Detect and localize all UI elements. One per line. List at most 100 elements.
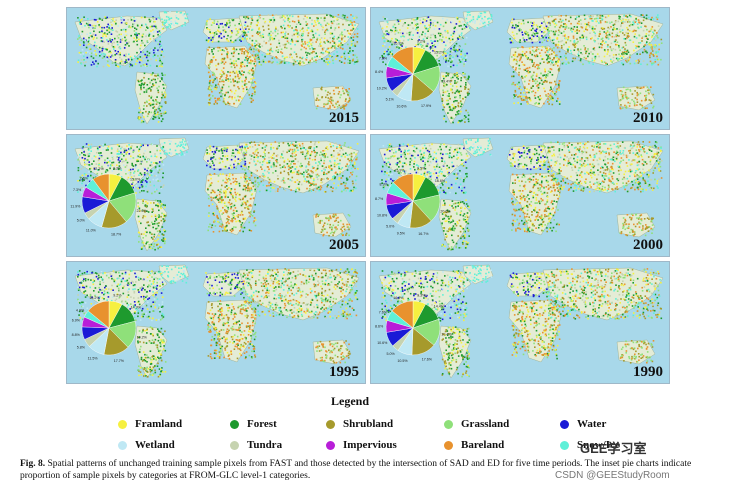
sample-pixel	[539, 26, 541, 28]
sample-pixel	[331, 40, 334, 42]
sample-pixel	[111, 55, 114, 57]
sample-pixel	[299, 144, 301, 147]
sample-pixel	[460, 53, 462, 56]
sample-pixel	[150, 170, 153, 173]
sample-pixel	[592, 15, 594, 18]
sample-pixel	[251, 69, 253, 72]
sample-pixel	[387, 40, 389, 42]
sample-pixel	[298, 34, 301, 36]
sample-pixel	[212, 157, 214, 159]
sample-pixel	[341, 55, 343, 58]
sample-pixel	[487, 24, 490, 26]
sample-pixel	[467, 118, 470, 120]
sample-pixel	[624, 96, 627, 98]
sample-pixel	[89, 168, 91, 170]
sample-pixel	[148, 99, 151, 101]
sample-pixel	[560, 15, 562, 17]
sample-pixel	[333, 162, 336, 164]
sample-pixel	[150, 164, 153, 167]
sample-pixel	[636, 98, 638, 101]
sample-pixel	[537, 86, 540, 89]
sample-pixel	[283, 170, 286, 173]
sample-pixel	[314, 48, 316, 50]
sample-pixel	[268, 18, 271, 21]
sample-pixel	[216, 23, 218, 25]
sample-pixel	[383, 53, 385, 55]
sample-pixel	[81, 152, 83, 154]
sample-pixel	[109, 33, 112, 35]
sample-pixel	[489, 17, 492, 19]
sample-pixel	[169, 143, 171, 145]
sample-pixel	[84, 39, 86, 42]
sample-pixel	[210, 196, 212, 199]
sample-pixel	[336, 147, 338, 149]
sample-pixel	[318, 189, 320, 192]
sample-pixel	[388, 31, 390, 34]
sample-pixel	[245, 83, 248, 85]
sample-pixel	[142, 202, 144, 204]
sample-pixel	[271, 57, 274, 59]
sample-pixel	[345, 98, 347, 101]
sample-pixel	[645, 98, 647, 100]
sample-pixel	[300, 162, 302, 165]
sample-pixel	[612, 28, 614, 31]
sample-pixel	[136, 34, 138, 36]
sample-pixel	[458, 48, 461, 51]
sample-pixel	[539, 41, 541, 44]
sample-pixel	[557, 40, 560, 43]
sample-pixel	[160, 96, 163, 99]
sample-pixel	[383, 33, 386, 35]
sample-pixel	[262, 175, 264, 177]
sample-pixel	[229, 74, 231, 77]
sample-pixel	[277, 49, 280, 51]
sample-pixel	[657, 63, 660, 66]
sample-pixel	[214, 191, 216, 194]
sample-pixel	[573, 41, 575, 43]
sample-pixel	[253, 141, 256, 143]
sample-pixel	[574, 30, 576, 33]
sample-pixel	[341, 31, 343, 34]
sample-pixel	[455, 49, 457, 52]
sample-pixel	[183, 148, 186, 150]
sample-pixel	[574, 57, 577, 60]
sample-pixel	[597, 37, 599, 40]
sample-pixel	[227, 180, 229, 183]
sample-pixel	[140, 44, 142, 47]
sample-pixel	[441, 99, 444, 102]
sample-pixel	[330, 15, 333, 17]
sample-pixel	[541, 41, 544, 44]
sample-pixel	[434, 34, 436, 37]
sample-pixel	[535, 102, 538, 104]
sample-pixel	[539, 95, 541, 97]
sample-pixel	[646, 41, 648, 43]
sample-pixel	[224, 192, 227, 194]
sample-pixel	[119, 53, 121, 56]
sample-pixel	[552, 64, 555, 66]
pie-slice-label: 16.9%	[393, 42, 404, 46]
sample-pixel	[150, 89, 152, 91]
sample-pixel	[218, 157, 221, 160]
sample-pixel	[548, 53, 551, 56]
sample-pixel	[217, 62, 220, 65]
sample-pixel	[242, 90, 245, 93]
sample-pixel	[338, 43, 340, 46]
sample-pixel	[230, 35, 233, 38]
sample-pixel	[81, 157, 84, 159]
sample-pixel	[655, 16, 658, 19]
sample-pixel	[321, 28, 324, 31]
sample-pixel	[328, 166, 330, 168]
sample-pixel	[448, 106, 451, 109]
sample-pixel	[232, 79, 235, 82]
sample-pixel	[543, 81, 546, 83]
sample-pixel	[153, 202, 155, 204]
sample-pixel	[244, 202, 247, 204]
sample-pixel	[316, 39, 318, 41]
sample-pixel	[622, 20, 624, 23]
sample-pixel	[170, 153, 172, 156]
sample-pixel	[582, 63, 584, 66]
sample-pixel	[348, 97, 351, 100]
sample-pixel	[447, 65, 449, 68]
sample-pixel	[206, 28, 209, 30]
sample-pixel	[551, 74, 554, 76]
sample-pixel	[251, 54, 254, 56]
